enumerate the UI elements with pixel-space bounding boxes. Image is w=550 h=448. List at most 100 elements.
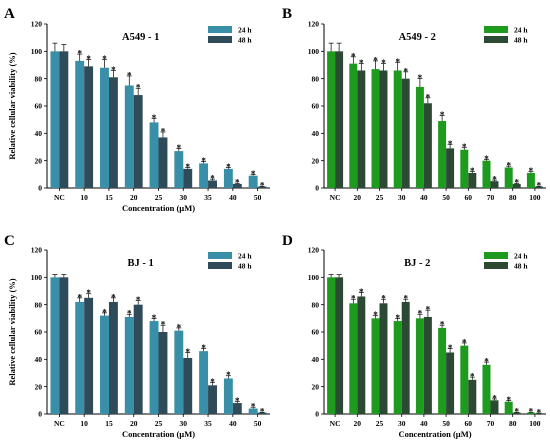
x-axis-title: Concentration (µM) [398, 429, 471, 439]
x-tick-label: 60 [465, 193, 473, 202]
significance-star: * [136, 295, 141, 305]
significance-star: * [102, 54, 107, 64]
x-tick-label: 50 [254, 419, 262, 428]
bar-24h [504, 401, 513, 414]
bar-48h [208, 385, 217, 414]
x-tick-label: 25 [155, 419, 163, 428]
significance-star: * [373, 310, 378, 320]
bar-24h [174, 330, 184, 414]
bar-48h [84, 66, 94, 188]
x-tick-label: 70 [487, 193, 495, 202]
significance-star: * [152, 313, 157, 323]
y-tick-label: 120 [31, 246, 43, 255]
bar-24h [393, 70, 402, 188]
significance-star: * [177, 143, 182, 153]
y-tick-label: 0 [38, 184, 42, 193]
y-tick-label: 60 [312, 328, 320, 337]
y-tick-label: 40 [312, 355, 320, 364]
bar-48h [401, 301, 410, 414]
significance-star: * [506, 161, 511, 171]
bar-48h [133, 95, 143, 188]
bar-48h [158, 332, 168, 414]
bar-24h [248, 408, 258, 414]
significance-star: * [403, 294, 408, 304]
bar-24h [371, 318, 380, 414]
legend-label: 24 h [514, 252, 528, 261]
x-tick-label: 100 [529, 419, 541, 428]
significance-star: * [235, 178, 240, 188]
x-tick-label: 100 [529, 193, 541, 202]
significance-star: * [381, 58, 386, 68]
significance-star: * [529, 166, 534, 176]
bar-48h [534, 413, 543, 414]
bar-24h [393, 321, 402, 414]
y-tick-label: 0 [315, 410, 319, 419]
significance-star: * [260, 181, 265, 191]
x-tick-label: 40 [229, 419, 237, 428]
legend-label: 24 h [514, 26, 528, 35]
y-tick-label: 80 [35, 74, 43, 83]
bar-24h [327, 277, 336, 414]
x-tick-label: 20 [354, 193, 362, 202]
bar-24h [504, 167, 513, 188]
bar-48h [59, 51, 69, 189]
bar-48h [208, 180, 217, 188]
bar-48h [379, 303, 388, 414]
bar-24h [349, 303, 358, 414]
x-tick-label: 20 [354, 419, 362, 428]
legend-swatch-24h [484, 26, 508, 33]
significance-star: * [185, 162, 190, 172]
panel-letter: D [282, 233, 293, 249]
significance-star: * [492, 175, 497, 185]
bar-48h [59, 277, 69, 414]
bar-24h [199, 351, 209, 414]
legend-label: 24 h [238, 252, 252, 261]
significance-star: * [359, 287, 364, 297]
bar-24h [174, 151, 184, 188]
significance-star: * [77, 292, 82, 302]
bar-48h [446, 352, 455, 414]
significance-star: * [152, 113, 157, 123]
bar-24h [415, 318, 424, 414]
bar-48h [357, 70, 366, 188]
y-tick-label: 100 [308, 47, 320, 56]
significance-star: * [440, 110, 445, 120]
bar-24h [460, 149, 469, 188]
bar-24h [371, 69, 380, 188]
bar-24h [100, 67, 109, 188]
x-axis-title: Concentration (µM) [122, 429, 195, 439]
significance-star: * [440, 320, 445, 330]
y-tick-label: 40 [312, 129, 320, 138]
y-tick-label: 40 [35, 355, 43, 364]
y-tick-label: 80 [312, 74, 320, 83]
x-tick-label: 30 [398, 419, 406, 428]
bar-24h [50, 277, 60, 414]
x-tick-label: 20 [130, 419, 138, 428]
significance-star: * [77, 49, 82, 59]
significance-star: * [86, 288, 91, 298]
x-tick-label: 60 [465, 419, 473, 428]
bar-48h [183, 357, 193, 414]
bar-24h [223, 168, 233, 188]
significance-star: * [484, 154, 489, 164]
significance-star: * [506, 395, 511, 405]
x-tick-label: NC [54, 419, 65, 428]
bar-48h [490, 400, 499, 414]
significance-star: * [514, 178, 519, 188]
significance-star: * [403, 66, 408, 76]
legend-label: 48 h [514, 262, 528, 271]
bar-48h [512, 412, 521, 414]
bar-48h [534, 186, 543, 188]
significance-star: * [86, 54, 91, 64]
y-tick-label: 0 [315, 184, 319, 193]
significance-star: * [210, 377, 215, 387]
significance-star: * [418, 309, 423, 319]
bar-48h [108, 77, 118, 188]
bar-24h [199, 163, 209, 188]
y-tick-label: 60 [312, 102, 320, 111]
y-tick-label: 20 [35, 156, 43, 165]
bar-24h [349, 63, 358, 189]
significance-star: * [201, 343, 206, 353]
bar-24h [438, 327, 447, 414]
bar-48h [401, 78, 410, 188]
